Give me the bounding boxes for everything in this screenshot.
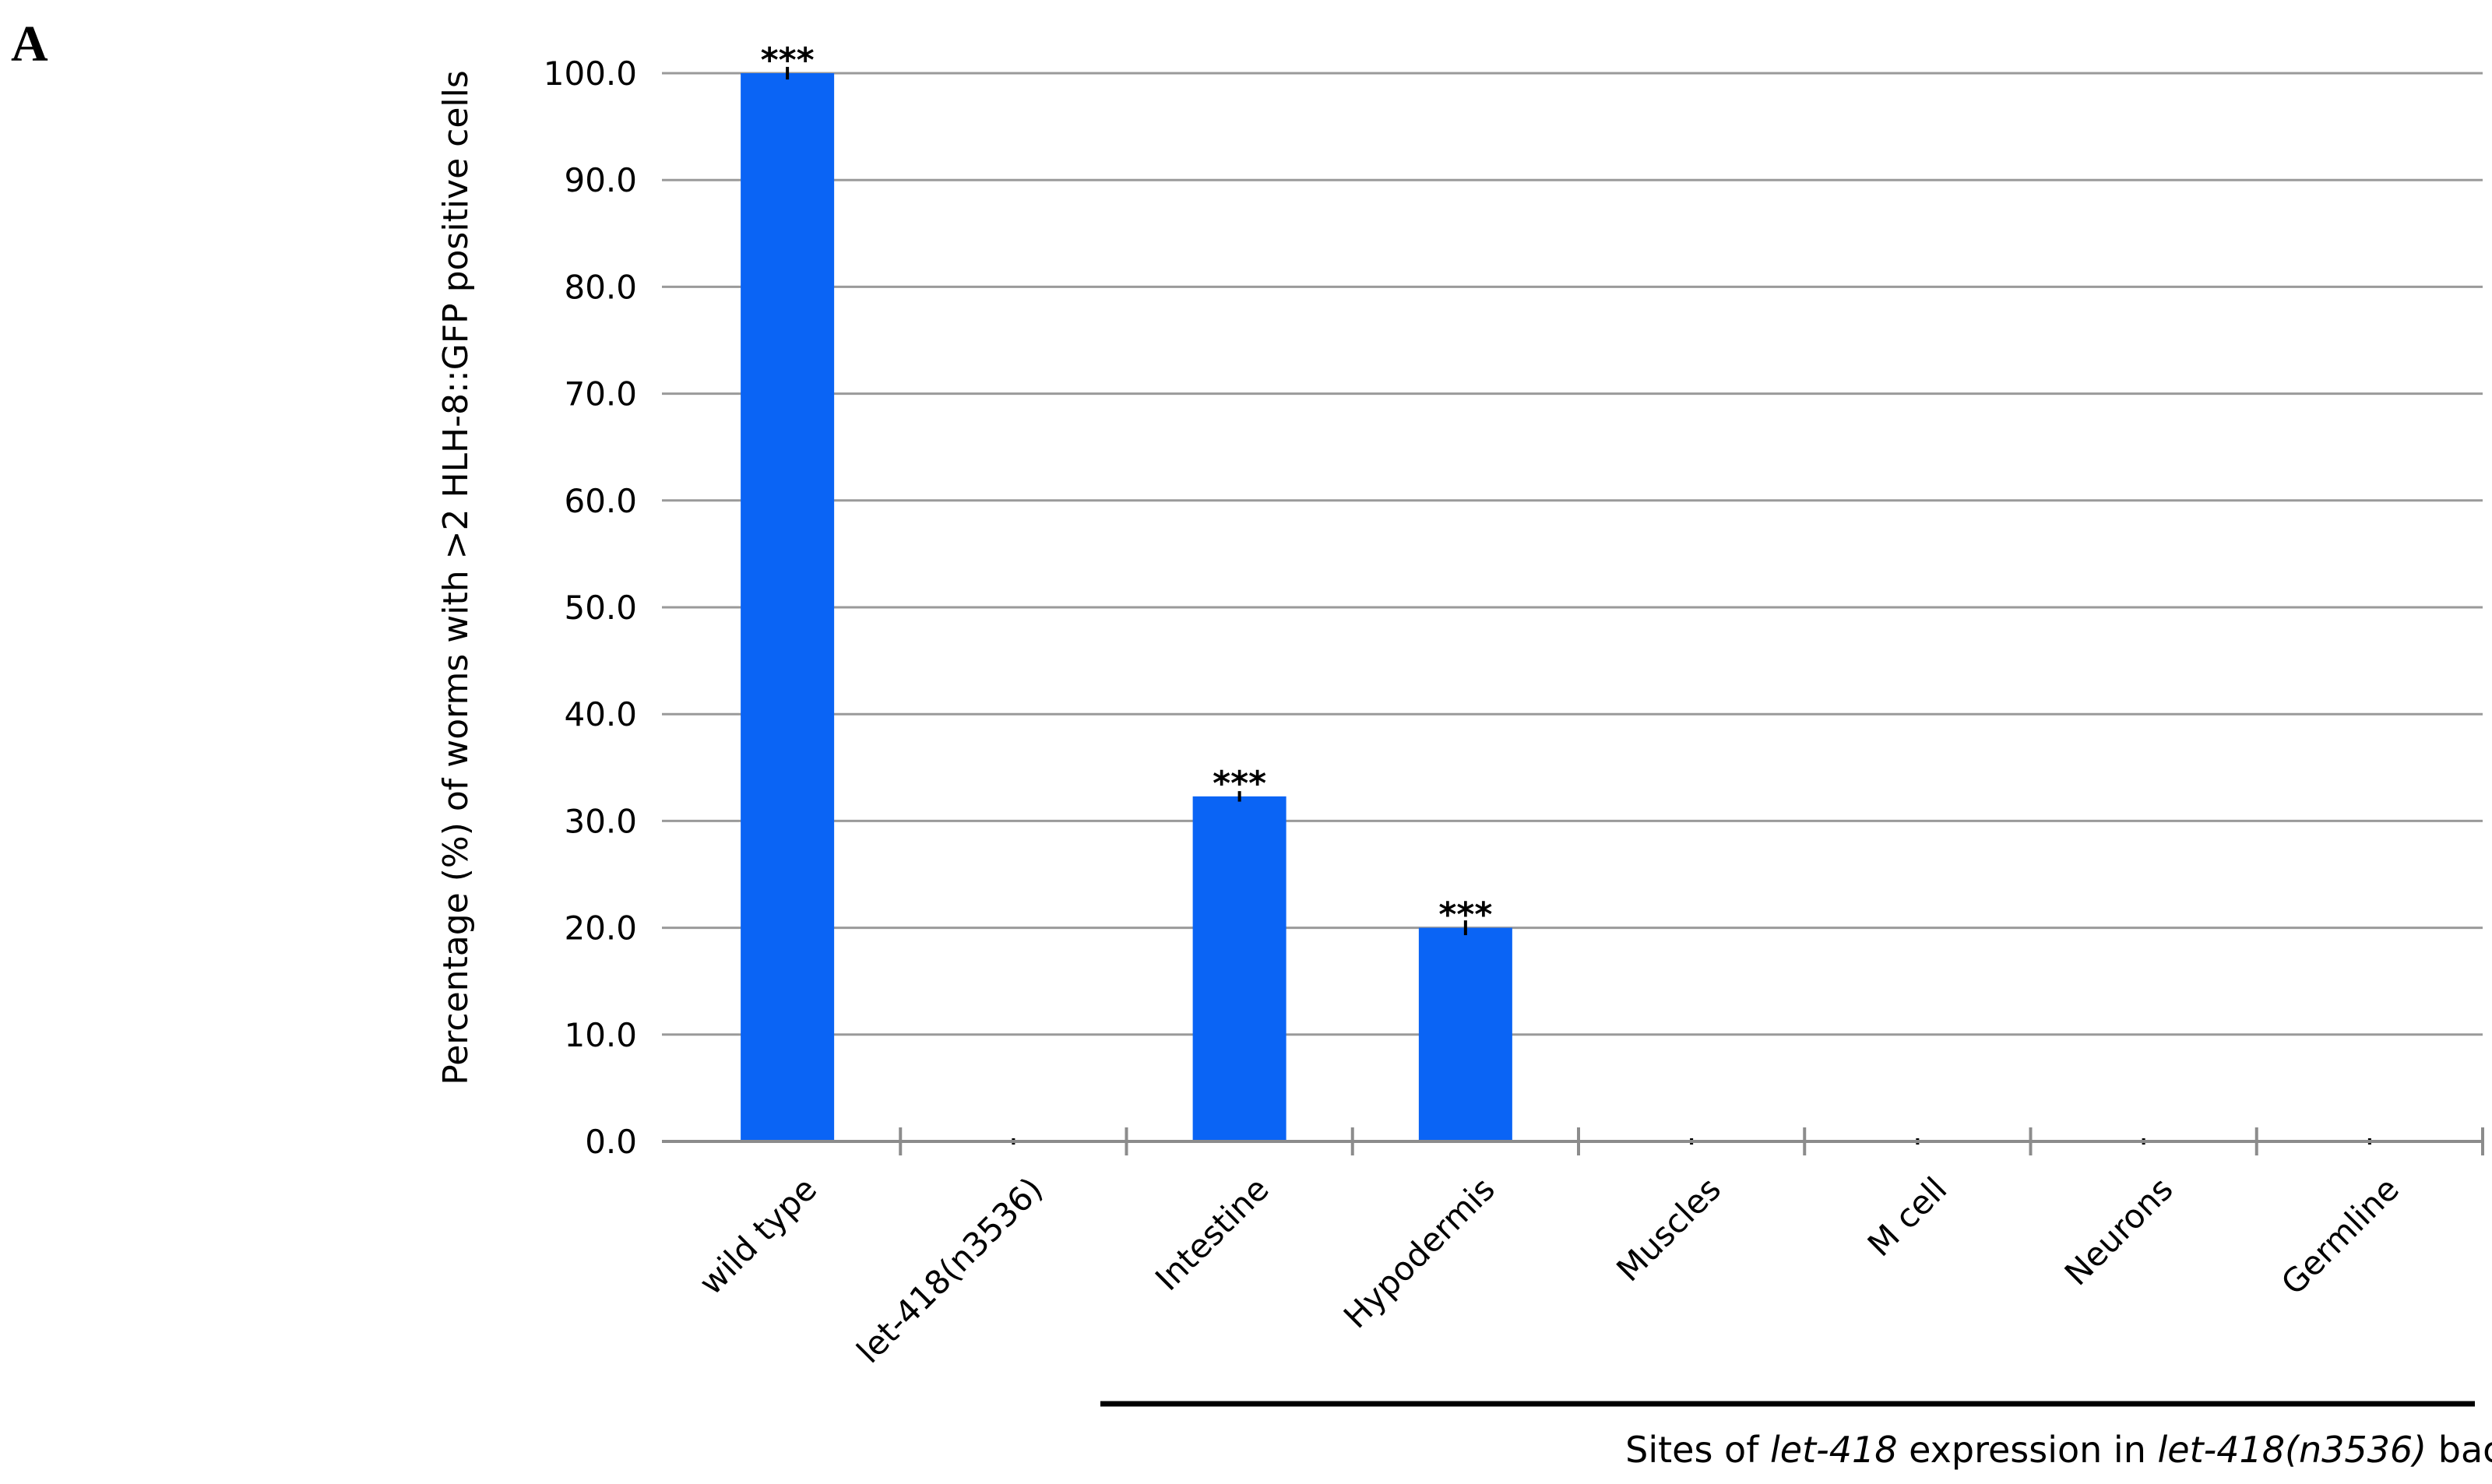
x-category-label: Muscles (1609, 1169, 1728, 1289)
bar (1192, 796, 1286, 1141)
bar (1418, 927, 1512, 1141)
significance-stars: *** (1213, 764, 1266, 804)
y-tick-label: 90.0 (564, 161, 637, 199)
y-tick-label: 70.0 (564, 375, 637, 413)
y-tick-labels: 0.0 10.0 20.0 30.0 40.0 50.0 60.0 70.0 80.0 90.0 1… (544, 55, 637, 1161)
gridlines (662, 72, 2483, 1036)
y-tick-label: 80.0 (564, 268, 637, 306)
x-category-label: let-418(n3536) (850, 1169, 1051, 1370)
x-category-label: Hypodermis (1336, 1169, 1502, 1335)
x-category-label: M cell (1860, 1169, 1955, 1264)
x-category-label: Germline (2274, 1169, 2406, 1302)
bracket-label-part: Sites of (1625, 1429, 1770, 1471)
axes (662, 1127, 2484, 1155)
significance-stars: *** (761, 40, 815, 80)
bracket-label: Sites of let-418 expression in let-418(n… (1625, 1429, 2492, 1471)
y-tick-label: 60.0 (564, 482, 637, 520)
y-tick-label: 40.0 (564, 695, 637, 733)
y-tick-label: 30.0 (564, 802, 637, 840)
y-tick-label: 10.0 (564, 1016, 637, 1054)
significance-annotations: *** *** *** (761, 40, 1493, 935)
bracket-label-part: let-418 (1770, 1429, 1898, 1471)
y-tick-label: 50.0 (564, 589, 637, 627)
x-category-label: wild type (692, 1169, 824, 1302)
bracket-label-part: background (2427, 1429, 2492, 1471)
bracket-label-part: expression in (1898, 1429, 2158, 1471)
x-category-labels: wild type let-418(n3536) Intestine Hypoderm… (692, 1169, 2406, 1370)
x-category-label: Intestine (1148, 1169, 1276, 1298)
x-category-label: Neurons (2057, 1169, 2180, 1292)
bracket-label-part: let-418(n3536) (2157, 1429, 2427, 1471)
bars (741, 66, 2371, 1145)
y-axis-label: Percentage (%) of worms with >2 HLH-8::G… (436, 70, 476, 1085)
y-tick-label: 100.0 (544, 55, 637, 93)
y-tick-label: 20.0 (564, 909, 637, 948)
panel-label: A (11, 16, 48, 72)
bar (741, 73, 835, 1141)
significance-stars: *** (1438, 895, 1492, 935)
y-tick-label: 0.0 (585, 1123, 637, 1161)
